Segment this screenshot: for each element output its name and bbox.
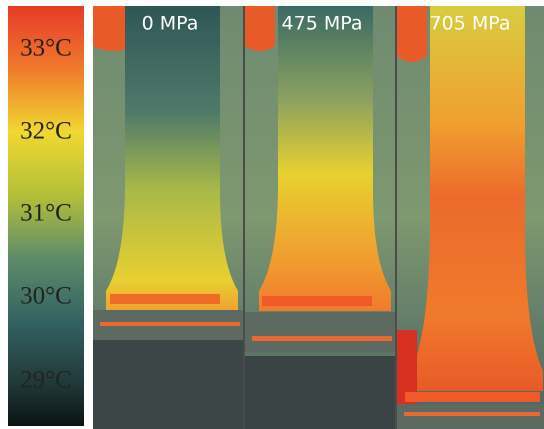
thermal-panel [245,6,395,429]
colorbar-label: 30°C [20,283,72,310]
colorbar-label: 29°C [20,367,72,394]
colorbar-label: 33°C [20,35,72,62]
colorbar-label: 32°C [20,118,72,145]
thermal-panel [397,6,544,429]
figure: 33°C 32°C 31°C 30°C 29°C 0 MPa 475 MPa 705 MPa [0,0,544,429]
colorbar-label: 31°C [20,200,72,227]
panel-label: 475 MPa [282,13,363,35]
panel-label: 0 MPa [142,13,199,35]
thermal-panel [93,6,243,429]
panel-label: 705 MPa [430,13,511,35]
